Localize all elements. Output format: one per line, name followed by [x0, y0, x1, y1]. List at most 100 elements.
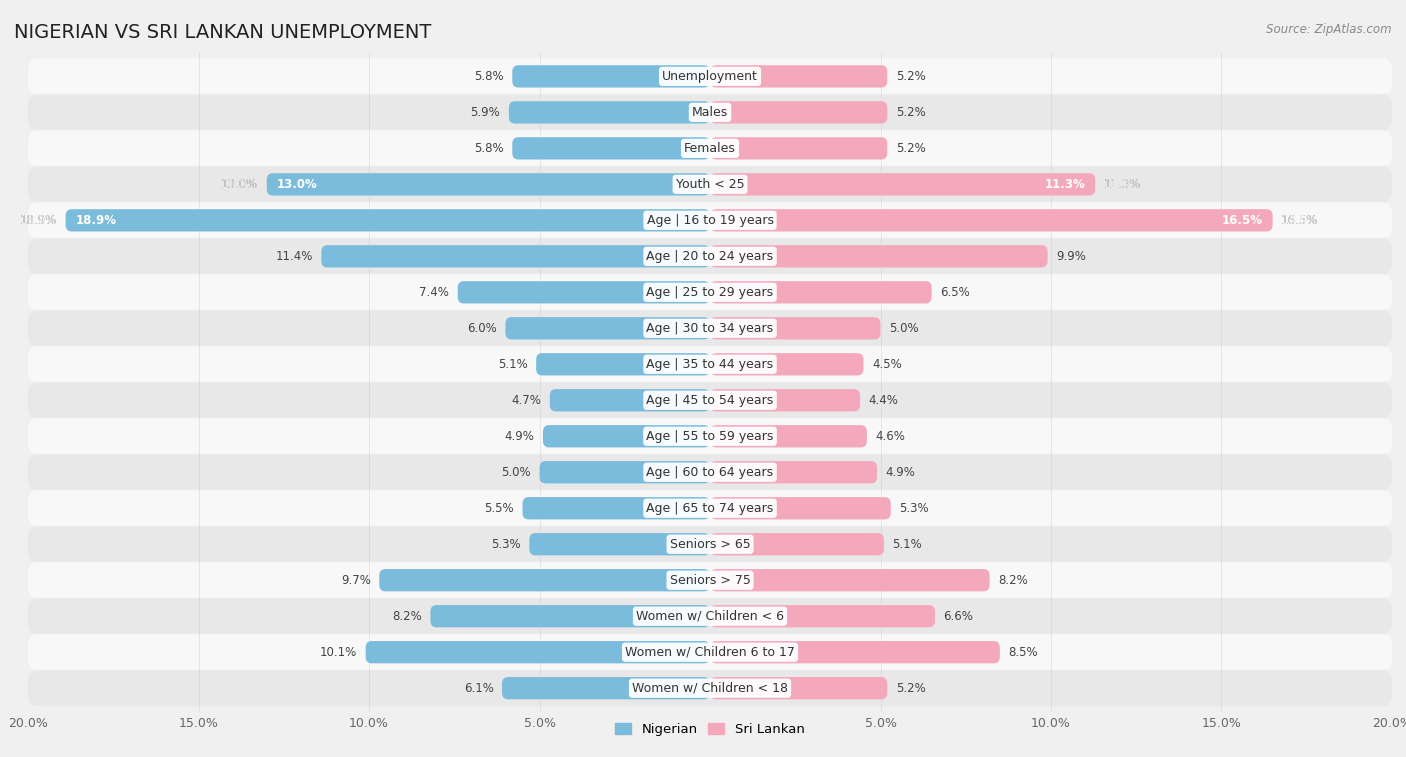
- Text: 18.9%: 18.9%: [20, 213, 58, 227]
- FancyBboxPatch shape: [710, 317, 880, 339]
- FancyBboxPatch shape: [710, 353, 863, 375]
- Text: Women w/ Children 6 to 17: Women w/ Children 6 to 17: [626, 646, 794, 659]
- Text: Age | 30 to 34 years: Age | 30 to 34 years: [647, 322, 773, 335]
- FancyBboxPatch shape: [506, 317, 710, 339]
- Text: 16.5%: 16.5%: [1281, 213, 1319, 227]
- FancyBboxPatch shape: [512, 65, 710, 88]
- Text: 11.4%: 11.4%: [276, 250, 312, 263]
- Text: Seniors > 65: Seniors > 65: [669, 537, 751, 551]
- Text: 5.5%: 5.5%: [484, 502, 515, 515]
- FancyBboxPatch shape: [28, 310, 1392, 346]
- FancyBboxPatch shape: [710, 425, 868, 447]
- FancyBboxPatch shape: [28, 491, 1392, 526]
- FancyBboxPatch shape: [710, 497, 891, 519]
- Text: 8.2%: 8.2%: [392, 609, 422, 623]
- Text: 16.5%: 16.5%: [1222, 213, 1263, 227]
- Text: Age | 45 to 54 years: Age | 45 to 54 years: [647, 394, 773, 407]
- Text: 8.5%: 8.5%: [1008, 646, 1038, 659]
- FancyBboxPatch shape: [710, 533, 884, 556]
- FancyBboxPatch shape: [430, 605, 710, 628]
- FancyBboxPatch shape: [28, 58, 1392, 95]
- FancyBboxPatch shape: [28, 274, 1392, 310]
- Text: 5.2%: 5.2%: [896, 142, 925, 155]
- FancyBboxPatch shape: [28, 526, 1392, 562]
- Text: Source: ZipAtlas.com: Source: ZipAtlas.com: [1267, 23, 1392, 36]
- FancyBboxPatch shape: [28, 346, 1392, 382]
- FancyBboxPatch shape: [536, 353, 710, 375]
- FancyBboxPatch shape: [28, 562, 1392, 598]
- FancyBboxPatch shape: [502, 677, 710, 699]
- Text: 18.9%: 18.9%: [76, 213, 117, 227]
- FancyBboxPatch shape: [28, 130, 1392, 167]
- Text: Age | 16 to 19 years: Age | 16 to 19 years: [647, 213, 773, 227]
- FancyBboxPatch shape: [710, 461, 877, 484]
- Text: 5.8%: 5.8%: [474, 142, 503, 155]
- Text: 6.6%: 6.6%: [943, 609, 973, 623]
- FancyBboxPatch shape: [28, 202, 1392, 238]
- Text: 4.9%: 4.9%: [505, 430, 534, 443]
- FancyBboxPatch shape: [710, 173, 1095, 195]
- FancyBboxPatch shape: [710, 65, 887, 88]
- Text: Age | 60 to 64 years: Age | 60 to 64 years: [647, 466, 773, 478]
- FancyBboxPatch shape: [710, 569, 990, 591]
- FancyBboxPatch shape: [710, 389, 860, 412]
- Text: 11.3%: 11.3%: [1104, 178, 1142, 191]
- Text: 7.4%: 7.4%: [419, 286, 449, 299]
- Text: Age | 35 to 44 years: Age | 35 to 44 years: [647, 358, 773, 371]
- FancyBboxPatch shape: [710, 605, 935, 628]
- Text: NIGERIAN VS SRI LANKAN UNEMPLOYMENT: NIGERIAN VS SRI LANKAN UNEMPLOYMENT: [14, 23, 432, 42]
- Text: 6.0%: 6.0%: [467, 322, 496, 335]
- FancyBboxPatch shape: [28, 454, 1392, 491]
- FancyBboxPatch shape: [710, 677, 887, 699]
- FancyBboxPatch shape: [28, 167, 1392, 202]
- Text: Women w/ Children < 18: Women w/ Children < 18: [633, 682, 787, 695]
- Text: Youth < 25: Youth < 25: [676, 178, 744, 191]
- Text: 5.0%: 5.0%: [889, 322, 918, 335]
- FancyBboxPatch shape: [543, 425, 710, 447]
- FancyBboxPatch shape: [458, 281, 710, 304]
- FancyBboxPatch shape: [28, 95, 1392, 130]
- Text: 6.5%: 6.5%: [941, 286, 970, 299]
- Text: 18.9%: 18.9%: [20, 213, 58, 227]
- Text: 13.0%: 13.0%: [277, 178, 318, 191]
- Text: 11.3%: 11.3%: [1104, 178, 1142, 191]
- Text: Women w/ Children < 6: Women w/ Children < 6: [636, 609, 785, 623]
- Text: Females: Females: [685, 142, 735, 155]
- Text: 5.2%: 5.2%: [896, 106, 925, 119]
- Text: Age | 55 to 59 years: Age | 55 to 59 years: [647, 430, 773, 443]
- Text: 5.2%: 5.2%: [896, 70, 925, 83]
- Text: 4.9%: 4.9%: [886, 466, 915, 478]
- Text: Seniors > 75: Seniors > 75: [669, 574, 751, 587]
- FancyBboxPatch shape: [710, 641, 1000, 663]
- Text: 8.2%: 8.2%: [998, 574, 1028, 587]
- Text: 5.1%: 5.1%: [498, 358, 527, 371]
- FancyBboxPatch shape: [28, 670, 1392, 706]
- Legend: Nigerian, Sri Lankan: Nigerian, Sri Lankan: [610, 717, 810, 741]
- FancyBboxPatch shape: [710, 137, 887, 160]
- Text: 5.2%: 5.2%: [896, 682, 925, 695]
- FancyBboxPatch shape: [28, 634, 1392, 670]
- Text: Males: Males: [692, 106, 728, 119]
- FancyBboxPatch shape: [550, 389, 710, 412]
- Text: 4.5%: 4.5%: [872, 358, 901, 371]
- Text: 5.9%: 5.9%: [471, 106, 501, 119]
- FancyBboxPatch shape: [28, 238, 1392, 274]
- FancyBboxPatch shape: [66, 209, 710, 232]
- FancyBboxPatch shape: [28, 419, 1392, 454]
- Text: 16.5%: 16.5%: [1281, 213, 1319, 227]
- FancyBboxPatch shape: [512, 137, 710, 160]
- FancyBboxPatch shape: [710, 245, 1047, 267]
- Text: 5.3%: 5.3%: [491, 537, 520, 551]
- Text: Age | 65 to 74 years: Age | 65 to 74 years: [647, 502, 773, 515]
- Text: 4.4%: 4.4%: [869, 394, 898, 407]
- FancyBboxPatch shape: [267, 173, 710, 195]
- FancyBboxPatch shape: [710, 101, 887, 123]
- Text: 4.6%: 4.6%: [876, 430, 905, 443]
- FancyBboxPatch shape: [710, 209, 1272, 232]
- Text: Unemployment: Unemployment: [662, 70, 758, 83]
- FancyBboxPatch shape: [380, 569, 710, 591]
- Text: 9.9%: 9.9%: [1056, 250, 1085, 263]
- Text: Age | 25 to 29 years: Age | 25 to 29 years: [647, 286, 773, 299]
- Text: 10.1%: 10.1%: [321, 646, 357, 659]
- Text: 11.3%: 11.3%: [1045, 178, 1085, 191]
